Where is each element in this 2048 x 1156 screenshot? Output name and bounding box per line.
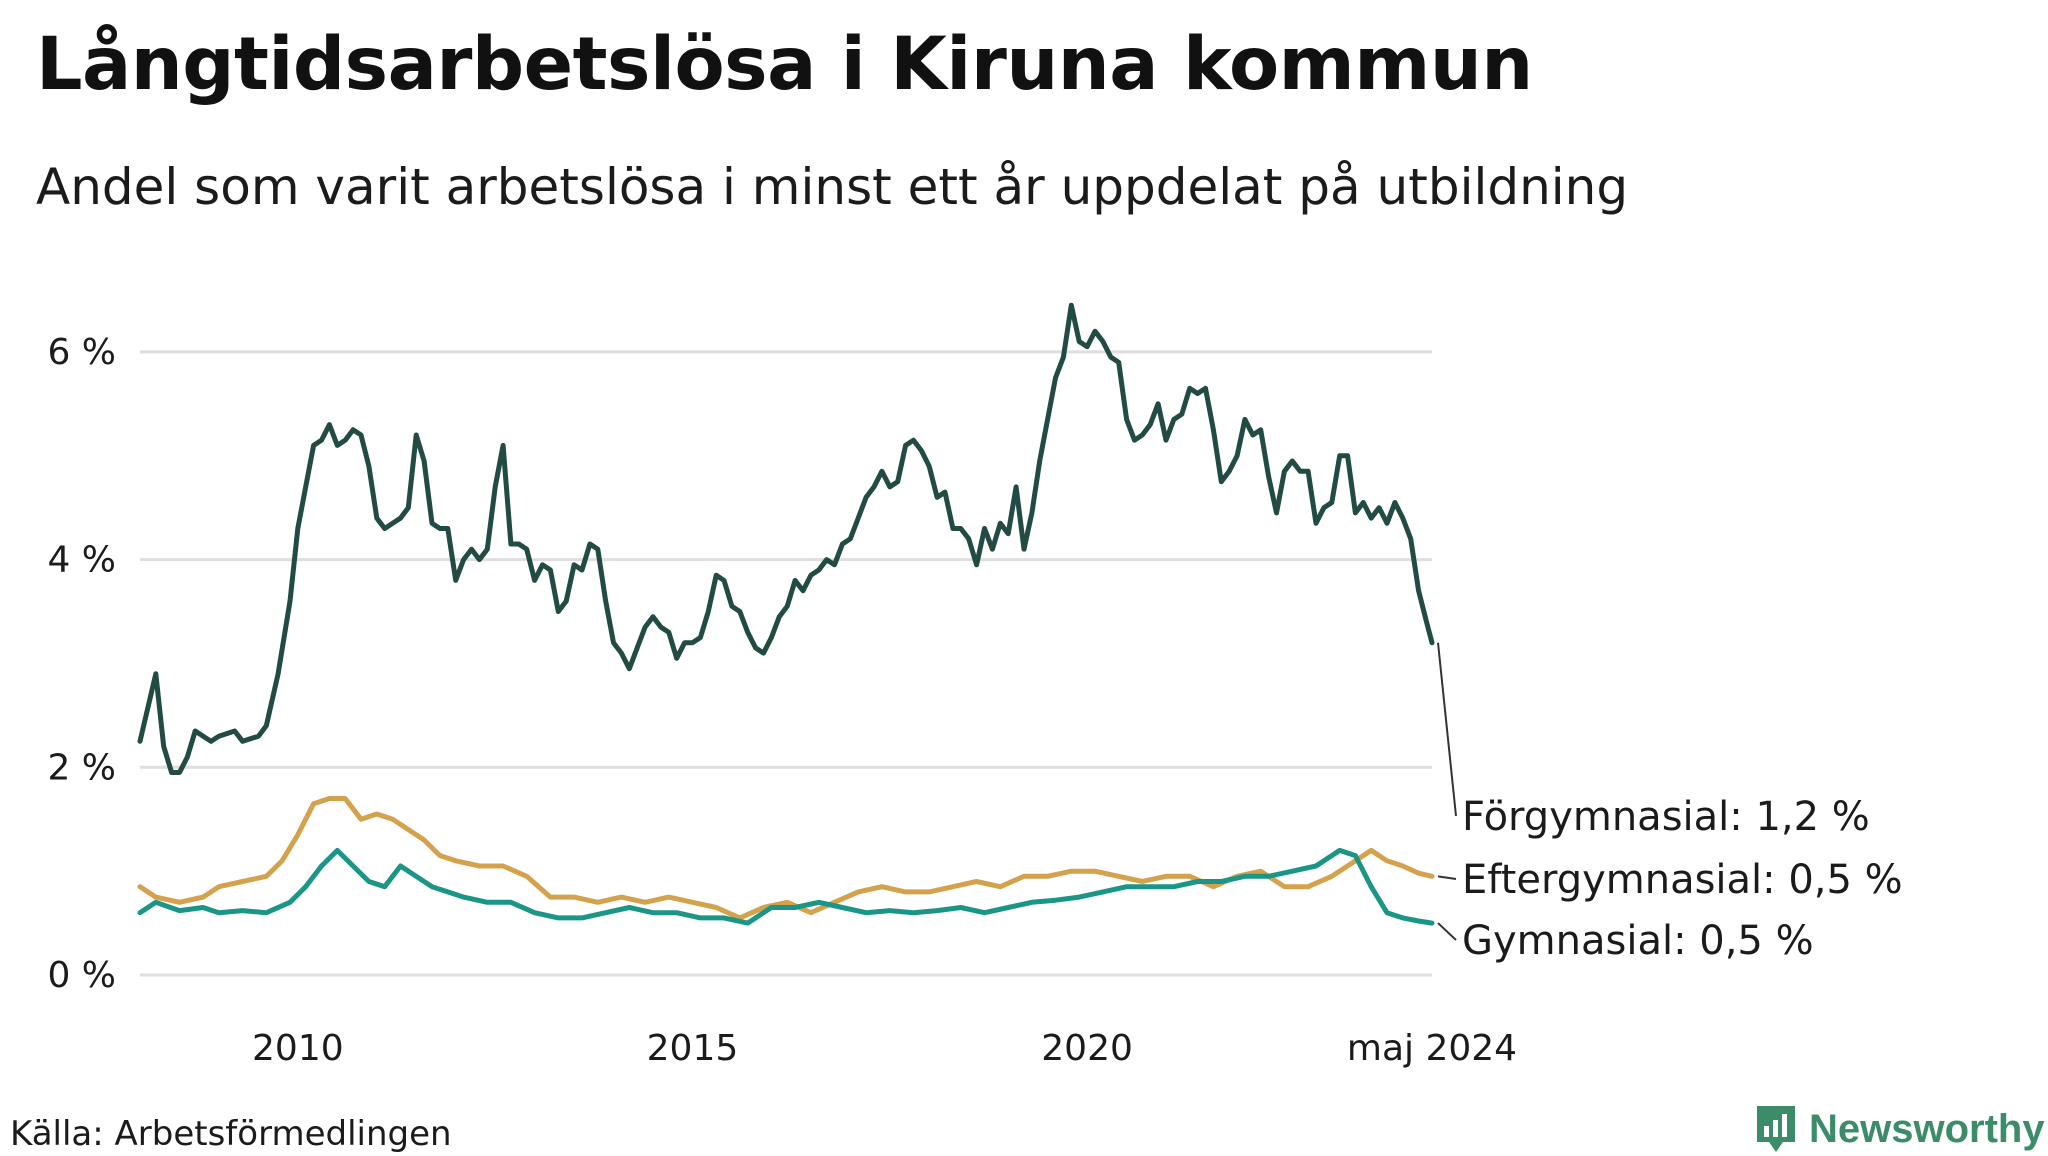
brand-logo: Newsworthy xyxy=(1753,1102,2045,1156)
series-lines xyxy=(137,302,1435,926)
series-line-förgymnasial xyxy=(137,302,1435,775)
series-line-gymnasial xyxy=(137,847,1435,926)
label-leader-line xyxy=(1437,875,1457,880)
source-note: Källa: Arbetsförmedlingen xyxy=(10,1114,452,1154)
y-tick-label: 4 % xyxy=(47,540,116,581)
y-axis-ticks: 0 % 2 % 4 % 6 % xyxy=(47,332,116,996)
newsworthy-logo-icon xyxy=(1757,1106,1795,1152)
brand-name: Newsworthy xyxy=(1809,1106,2045,1151)
label-leader-line xyxy=(1437,642,1457,817)
series-labels: Förgymnasial: 1,2 % Eftergymnasial: 0,5 %… xyxy=(1437,642,1903,964)
chart-title: Långtidsarbetslösa i Kiruna kommun xyxy=(36,22,1533,107)
x-tick-label: 2020 xyxy=(1041,1028,1133,1069)
chart-subtitle: Andel som varit arbetslösa i minst ett å… xyxy=(36,158,1629,216)
series-end-label: Eftergymnasial: 0,5 % xyxy=(1462,857,1903,903)
x-tick-label: 2010 xyxy=(252,1028,344,1069)
x-tick-label: maj 2024 xyxy=(1347,1028,1517,1069)
series-line-eftergymnasial xyxy=(137,796,1435,921)
series-end-label: Förgymnasial: 1,2 % xyxy=(1462,794,1870,840)
label-leader-line xyxy=(1437,922,1457,941)
x-axis-ticks: 2010 2015 2020 maj 2024 xyxy=(252,1028,1517,1069)
y-tick-label: 2 % xyxy=(47,747,116,788)
y-tick-label: 0 % xyxy=(47,955,116,996)
series-end-label: Gymnasial: 0,5 % xyxy=(1462,918,1814,964)
x-tick-label: 2015 xyxy=(647,1028,739,1069)
y-tick-label: 6 % xyxy=(47,332,116,373)
grid-lines xyxy=(140,350,1432,977)
